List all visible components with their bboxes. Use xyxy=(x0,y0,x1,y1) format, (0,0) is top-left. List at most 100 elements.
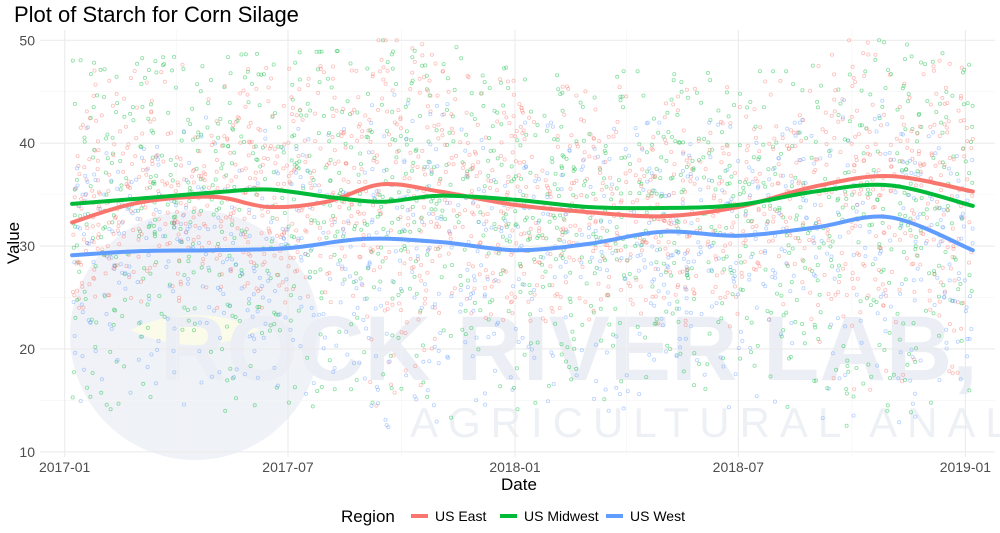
scatter-point xyxy=(965,336,970,341)
scatter-point xyxy=(375,214,380,219)
scatter-point xyxy=(289,95,294,100)
scatter-point xyxy=(336,133,341,138)
scatter-point xyxy=(914,234,919,239)
scatter-point xyxy=(483,135,488,140)
scatter-point xyxy=(297,50,302,55)
scatter-point xyxy=(315,388,320,393)
scatter-point xyxy=(77,269,82,274)
scatter-point xyxy=(901,321,906,326)
scatter-point xyxy=(591,232,596,237)
scatter-point xyxy=(785,404,790,409)
scatter-point xyxy=(772,165,777,170)
scatter-point xyxy=(369,337,374,342)
scatter-point xyxy=(394,155,399,160)
scatter-point xyxy=(173,214,178,219)
scatter-point xyxy=(673,292,678,297)
scatter-point xyxy=(366,128,371,133)
scatter-point xyxy=(843,324,848,329)
scatter-point xyxy=(598,259,603,264)
grid xyxy=(40,30,995,457)
scatter-point xyxy=(74,177,79,182)
scatter-point xyxy=(404,142,409,147)
scatter-point xyxy=(763,267,768,272)
scatter-point xyxy=(647,189,652,194)
scatter-point xyxy=(875,198,880,203)
scatter-point xyxy=(641,239,646,244)
scatter-point xyxy=(207,240,212,245)
scatter-point xyxy=(607,322,612,327)
scatter-point xyxy=(658,176,663,181)
scatter-point xyxy=(617,258,622,263)
scatter-point xyxy=(771,69,776,74)
scatter-point xyxy=(510,228,515,233)
scatter-point xyxy=(368,247,373,252)
scatter-point xyxy=(681,256,686,261)
scatter-point xyxy=(836,87,841,92)
scatter-point xyxy=(956,236,961,241)
scatter-point xyxy=(229,178,234,183)
scatter-point xyxy=(371,193,376,198)
scatter-point xyxy=(308,269,313,274)
scatter-point xyxy=(467,152,472,157)
scatter-point xyxy=(302,138,307,143)
scatter-point xyxy=(465,267,470,272)
scatter-point xyxy=(705,242,710,247)
scatter-point xyxy=(187,160,192,165)
scatter-point xyxy=(622,155,627,160)
scatter-point xyxy=(470,210,475,215)
scatter-point xyxy=(79,196,84,201)
scatter-point xyxy=(852,169,857,174)
scatter-point xyxy=(543,319,548,324)
scatter-point xyxy=(928,176,933,181)
scatter-point xyxy=(233,262,238,267)
scatter-point xyxy=(787,250,792,255)
scatter-point xyxy=(579,117,584,122)
scatter-point xyxy=(598,170,603,175)
scatter-point xyxy=(833,88,838,93)
scatter-point xyxy=(801,286,806,291)
scatter-point xyxy=(309,246,314,251)
scatter-point xyxy=(422,222,427,227)
scatter-point xyxy=(577,227,582,232)
scatter-point xyxy=(289,234,294,239)
scatter-point xyxy=(341,226,346,231)
scatter-point xyxy=(665,290,670,295)
scatter-point xyxy=(612,126,617,131)
scatter-point xyxy=(748,100,753,105)
scatter-point xyxy=(413,364,418,369)
scatter-point xyxy=(304,154,309,159)
scatter-point xyxy=(564,212,569,217)
scatter-point xyxy=(881,303,886,308)
scatter-point xyxy=(283,315,288,320)
scatter-point xyxy=(504,238,509,243)
scatter-point xyxy=(377,208,382,213)
scatter-point xyxy=(343,145,348,150)
scatter-point xyxy=(150,181,155,186)
scatter-point xyxy=(644,121,649,126)
scatter-point xyxy=(369,249,374,254)
scatter-point xyxy=(88,115,93,120)
scatter-point xyxy=(184,203,189,208)
scatter-point xyxy=(178,221,183,226)
scatter-point xyxy=(602,397,607,402)
scatter-point xyxy=(406,222,411,227)
scatter-point xyxy=(784,69,789,74)
scatter-point xyxy=(764,226,769,231)
scatter-point xyxy=(566,86,571,91)
scatter-point xyxy=(288,181,293,186)
scatter-point xyxy=(305,101,310,106)
scatter-point xyxy=(547,219,552,224)
scatter-point xyxy=(654,260,659,265)
scatter-point xyxy=(967,62,972,67)
scatter-point xyxy=(188,220,193,225)
scatter-point xyxy=(758,250,763,255)
scatter-point xyxy=(754,267,759,272)
scatter-point xyxy=(71,232,76,237)
scatter-point xyxy=(442,142,447,147)
scatter-point xyxy=(861,381,866,386)
scatter-point xyxy=(569,181,574,186)
scatter-point xyxy=(674,306,679,311)
scatter-point xyxy=(877,38,882,43)
scatter-point xyxy=(430,259,435,264)
scatter-point xyxy=(936,243,941,248)
